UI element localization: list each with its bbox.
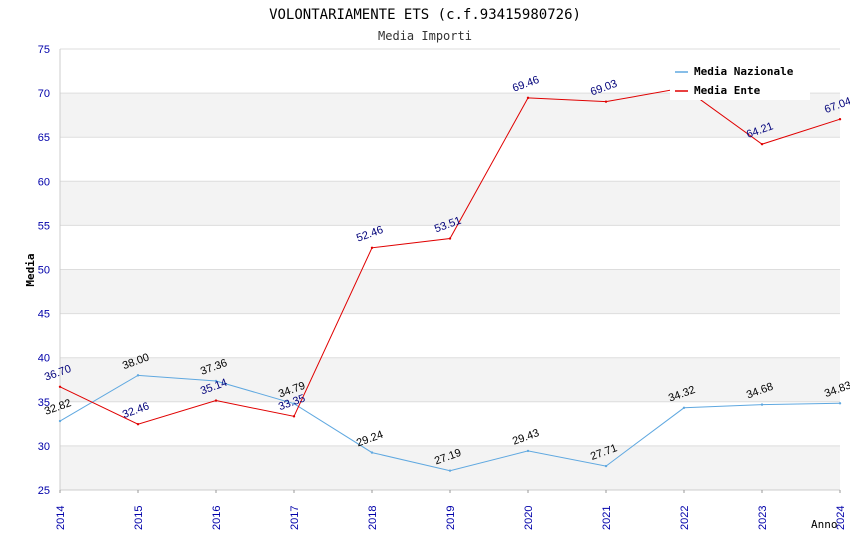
- data-point: [58, 419, 62, 423]
- data-point: [136, 423, 140, 426]
- x-tick-label: 2016: [211, 506, 223, 530]
- data-point: [838, 118, 842, 121]
- grid-band: [60, 445, 840, 490]
- data-point: [604, 464, 608, 468]
- y-tick-label: 30: [38, 441, 50, 453]
- data-point: [448, 237, 452, 240]
- data-point: [448, 469, 452, 472]
- x-tick-label: 2021: [601, 506, 613, 530]
- data-point: [136, 374, 140, 377]
- x-tick-label: 2024: [835, 506, 847, 530]
- y-tick-label: 40: [38, 353, 50, 365]
- data-point: [682, 406, 686, 409]
- x-tick-labels: 2014 2015 2016 2017 2018 2019 2020 2021 2022 2023…: [55, 490, 847, 530]
- data-point: [58, 385, 62, 389]
- data-point: [838, 402, 842, 405]
- data-point: [292, 415, 296, 418]
- data-point: [604, 100, 608, 103]
- grid-band: [60, 181, 840, 226]
- x-tick-label: 2015: [133, 506, 145, 530]
- y-tick-label: 25: [38, 485, 50, 497]
- grid-band: [60, 225, 840, 270]
- legend: Media Nazionale Media Ente: [670, 60, 810, 100]
- x-tick-label: 2023: [757, 506, 769, 530]
- legend-entry-media-nazionale: Media Nazionale: [694, 65, 794, 78]
- y-tick-label: 35: [38, 397, 50, 409]
- y-tick-label: 45: [38, 309, 50, 321]
- y-axis-label: Media: [24, 253, 37, 286]
- grid-band: [60, 269, 840, 314]
- x-tick-label: 2014: [55, 506, 67, 530]
- legend-box: [670, 60, 810, 100]
- grid-band: [60, 93, 840, 138]
- x-tick-label: 2017: [289, 506, 301, 530]
- y-tick-label: 55: [38, 220, 50, 232]
- x-tick-label: 2022: [679, 506, 691, 530]
- grid-band: [60, 137, 840, 182]
- data-point: [214, 379, 218, 383]
- y-tick-label: 70: [38, 88, 50, 100]
- x-tick-label: 2018: [367, 506, 379, 530]
- grid-band: [60, 313, 840, 358]
- grid-band: [60, 401, 840, 446]
- y-tick-label: 75: [38, 44, 50, 56]
- data-point: [292, 402, 296, 405]
- legend-entry-media-ente: Media Ente: [694, 84, 761, 97]
- data-point: [370, 246, 374, 250]
- data-point: [370, 451, 374, 454]
- data-point: [526, 96, 530, 100]
- x-tick-label: 2019: [445, 506, 457, 530]
- data-point: [760, 142, 764, 146]
- data-point: [526, 449, 530, 453]
- grid-band: [60, 357, 840, 402]
- x-tick-label: 2020: [523, 506, 535, 530]
- data-point: [214, 399, 218, 402]
- chart-title: VOLONTARIAMENTE ETS (c.f.93415980726): [269, 7, 581, 23]
- y-tick-labels: 25 30 35 40 45 50 55 60 65 70 75: [38, 44, 50, 497]
- y-tick-label: 50: [38, 265, 50, 277]
- x-axis-label: Anno: [811, 518, 838, 531]
- y-tick-label: 60: [38, 176, 50, 188]
- y-tick-label: 65: [38, 132, 50, 144]
- grid-bands: [60, 48, 840, 491]
- data-point: [760, 403, 764, 406]
- chart-subtitle: Media Importi: [378, 29, 472, 43]
